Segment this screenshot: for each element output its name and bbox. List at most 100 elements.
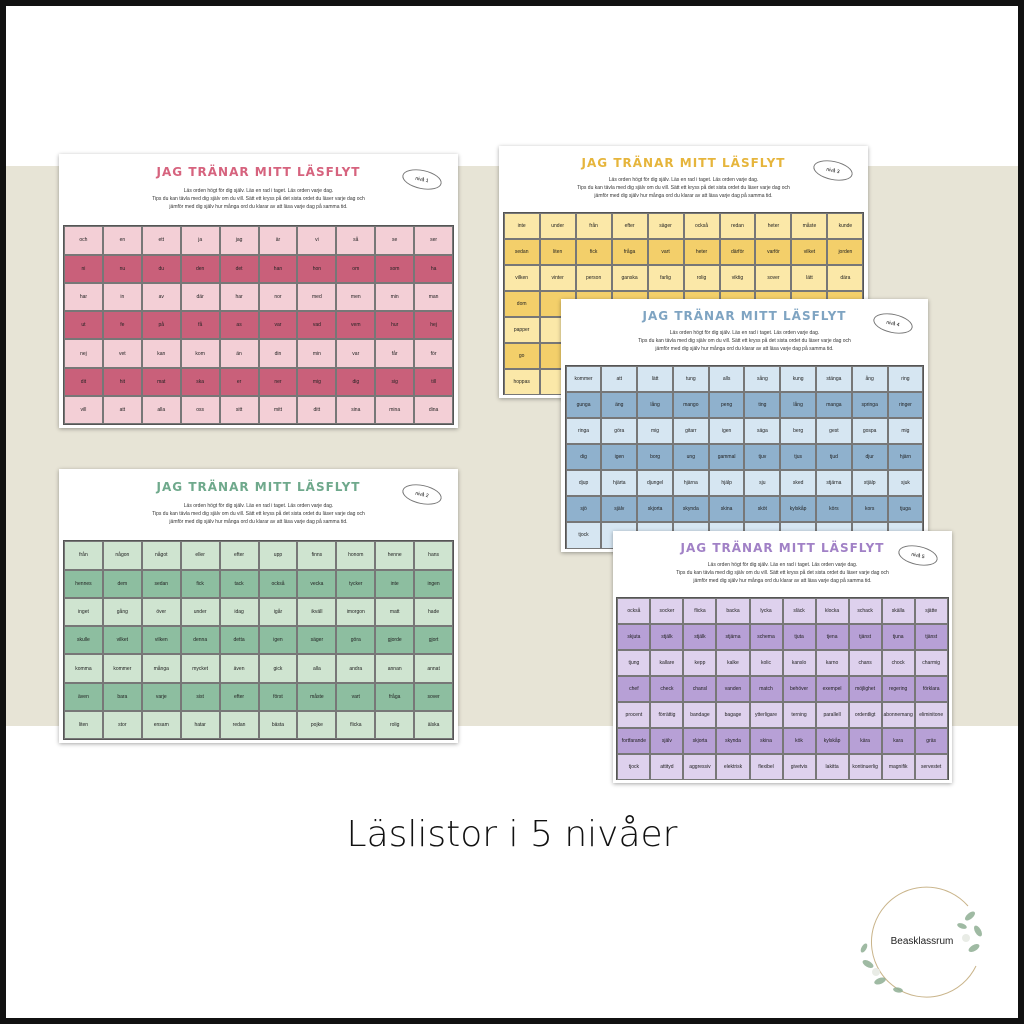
word-cell: sång — [744, 365, 781, 392]
word-cell: kom — [180, 339, 220, 368]
word-cell: go — [503, 342, 540, 369]
word-cell: tack — [219, 569, 259, 598]
word-cell: vad — [297, 311, 337, 340]
word-cell: kunde — [827, 212, 864, 239]
word-cell: ditt — [297, 396, 337, 425]
word-cell: säga — [744, 417, 781, 445]
word-cell: ett — [141, 226, 181, 255]
word-cell: kalke — [716, 649, 750, 676]
word-cell: därför — [719, 238, 756, 265]
word-cell: måste — [297, 682, 337, 712]
word-cell: alla — [141, 396, 181, 425]
word-cell: sover — [414, 682, 454, 712]
word-cell: servestet — [914, 753, 948, 780]
word-cell: äng — [601, 391, 638, 418]
word-cell: lakitta — [815, 753, 849, 780]
word-cell: var — [258, 311, 298, 340]
word-cell: ska — [180, 367, 220, 397]
instructions: Läs orden högt för dig själv. Läs en rad… — [561, 329, 928, 353]
word-cell: varför — [755, 238, 792, 265]
word-cell: göra — [601, 417, 638, 445]
word-cell: ner — [258, 367, 298, 397]
word-cell: så — [336, 226, 376, 255]
word-cell: ång — [851, 365, 888, 392]
word-cell: mina — [375, 396, 415, 425]
word-cell: aggressiv — [683, 753, 717, 780]
word-row: kommer att lätt tung alls sång kung stänga ång ri… — [565, 365, 924, 392]
word-cell: ganska — [611, 264, 648, 291]
word-cell: något — [141, 541, 181, 570]
word-cell: någon — [102, 541, 142, 570]
word-row: fortfarande själv skjorta skynda skina kök kyl… — [617, 727, 948, 754]
worksheet: JAG TRÄNAR MITT LÄSFLYT nivå 1 Läs orden h… — [59, 154, 458, 428]
word-cell: sjuk — [887, 470, 924, 497]
word-cell: lång — [637, 391, 673, 418]
word-row: också socker flicka backa lycka släck klocka sc… — [617, 597, 948, 624]
word-cell: flicka — [683, 597, 717, 624]
word-row: ut fe på få as var vad vem hur hej — [63, 311, 454, 340]
instruction-line: Läs orden högt för dig själv. Läs en rad… — [707, 562, 858, 569]
word-cell: också — [258, 569, 298, 598]
logo: Beasklassrum — [858, 886, 986, 1004]
word-cell: du — [141, 254, 181, 283]
word-cell: redan — [219, 711, 259, 740]
word-cell: min — [297, 339, 337, 368]
word-cell: mig — [297, 367, 337, 397]
word-cell: som — [375, 254, 415, 283]
word-cell: skjorta — [683, 727, 717, 754]
word-cell: har — [63, 282, 103, 312]
word-cell: idag — [219, 597, 259, 627]
worksheet: JAG TRÄNAR MITT LÄSFLYT nivå 2 Läs orden h… — [59, 469, 458, 743]
word-cell: hatar — [180, 711, 220, 740]
word-cell: imorgon — [336, 597, 376, 627]
word-cell: djup — [565, 470, 602, 497]
word-cell: sist — [180, 682, 220, 712]
instruction-line: Tips du kan tävla med dig själv om du vi… — [577, 185, 790, 192]
word-cell: hade — [414, 597, 454, 627]
word-cell: vilken — [141, 626, 181, 655]
word-cell: alls — [708, 365, 745, 392]
word-cell: in — [102, 282, 142, 312]
instruction-line: Läs orden högt för dig själv. Läs en rad… — [183, 187, 334, 194]
word-cell: ring — [887, 365, 924, 392]
word-cell: kan — [141, 339, 181, 368]
word-cell: tjuna — [881, 623, 915, 650]
word-cell: ordentligt — [848, 701, 882, 728]
instruction-line: Tips du kan tävla med dig själv om du vi… — [152, 195, 365, 202]
word-cell: gick — [258, 654, 298, 683]
word-row: dig igen borg ung gammal tjuv tjus tjud djur hjär… — [565, 444, 924, 471]
word-row: chef check chansl vanden match behöver exempel… — [617, 675, 948, 702]
word-cell: kanslo — [782, 649, 816, 676]
instruction-line: jämför med dig själv hur många ord du kl… — [594, 193, 773, 200]
word-cell: socker — [650, 597, 684, 624]
word-cell: tung — [672, 365, 709, 392]
word-cell: gunga — [565, 391, 602, 418]
word-cell: behöver — [782, 675, 816, 702]
worksheet-title: JAG TRÄNAR MITT LÄSFLYT — [156, 164, 361, 179]
word-cell: skina — [708, 496, 745, 523]
word-cell: gång — [102, 597, 142, 627]
word-cell: kontinuerlig — [848, 753, 882, 780]
word-cell: dig — [565, 444, 602, 471]
word-cell: redan — [719, 212, 756, 239]
word-cell: han — [258, 254, 298, 283]
logo-text: Beasklassrum — [890, 936, 954, 947]
word-cell: jorden — [827, 238, 864, 265]
word-cell: dit — [63, 367, 103, 397]
word-row: nej vet kan kom än din min var får för — [63, 339, 454, 368]
word-row: tjock attityd aggressiv elektrisk flexibel gi… — [617, 753, 948, 780]
word-cell: chock — [881, 649, 915, 676]
word-cell: skulle — [63, 626, 103, 655]
word-cell: stjälk — [650, 623, 684, 650]
word-cell: gitarr — [672, 417, 709, 445]
word-row: från någon något eller efter upp finns honom hen… — [63, 541, 454, 570]
instructions: Läs orden högt för dig själv. Läs en rad… — [59, 502, 458, 526]
word-cell: fe — [102, 311, 142, 340]
word-cell: ensam — [141, 711, 181, 740]
word-cell: har — [219, 282, 259, 312]
word-cell: liten — [63, 711, 103, 740]
word-cell: ja — [180, 226, 220, 255]
word-cell: bagage — [716, 701, 750, 728]
word-cell: din — [258, 339, 298, 368]
